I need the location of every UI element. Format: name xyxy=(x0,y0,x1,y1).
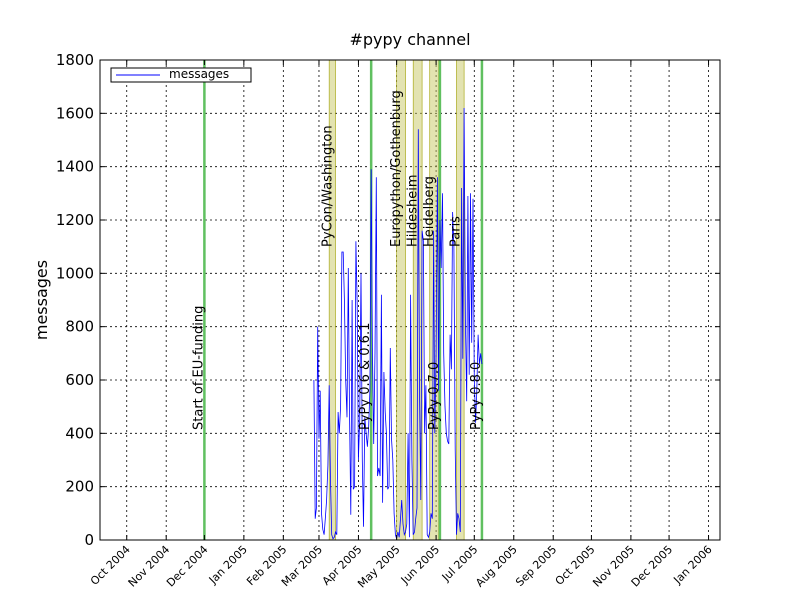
y-tick-label: 1600 xyxy=(56,104,94,122)
y-tick-label: 1400 xyxy=(56,158,94,176)
y-tick-label: 400 xyxy=(65,424,94,442)
event-band-label: PyCon/Washington xyxy=(320,125,335,247)
release-label: PyPy 0.8.0 xyxy=(469,362,484,430)
plot-frame xyxy=(99,59,721,541)
release-label: PyPy 0.7.0 xyxy=(427,362,442,430)
event-band-label: Hildesheim xyxy=(406,174,421,247)
event-band-label: Heidelberg xyxy=(422,176,437,247)
release-label: PyPy 0.6 & 0.6.1 xyxy=(358,323,373,430)
chart-title: #pypy channel xyxy=(349,30,470,49)
y-tick-label: 1200 xyxy=(56,211,94,229)
y-axis-label: messages xyxy=(32,260,51,340)
y-tick-label: 0 xyxy=(84,531,94,549)
series-layer xyxy=(313,107,483,540)
event-band-label: Europython/Gothenburg xyxy=(389,90,404,247)
series-line-messages xyxy=(313,107,483,540)
release-label: Start of EU-funding xyxy=(191,306,206,430)
y-tick-label: 800 xyxy=(65,318,94,336)
y-tick-label: 1800 xyxy=(56,51,94,69)
y-tick-label: 600 xyxy=(65,371,94,389)
event-band-label: Paris xyxy=(448,216,463,247)
legend: messages xyxy=(110,67,252,83)
y-tick-label: 1000 xyxy=(56,264,94,282)
y-axis-ticks: 0 200 400 600 800 1000 1200 1400 1600 1800 xyxy=(56,51,720,549)
release-lines xyxy=(203,60,484,540)
annotation-layer: PyCon/Washington Europython/Gothenburg Hil… xyxy=(191,90,484,430)
y-tick-label: 200 xyxy=(65,478,94,496)
legend-box xyxy=(110,67,252,83)
legend-label-messages: messages xyxy=(169,67,229,81)
